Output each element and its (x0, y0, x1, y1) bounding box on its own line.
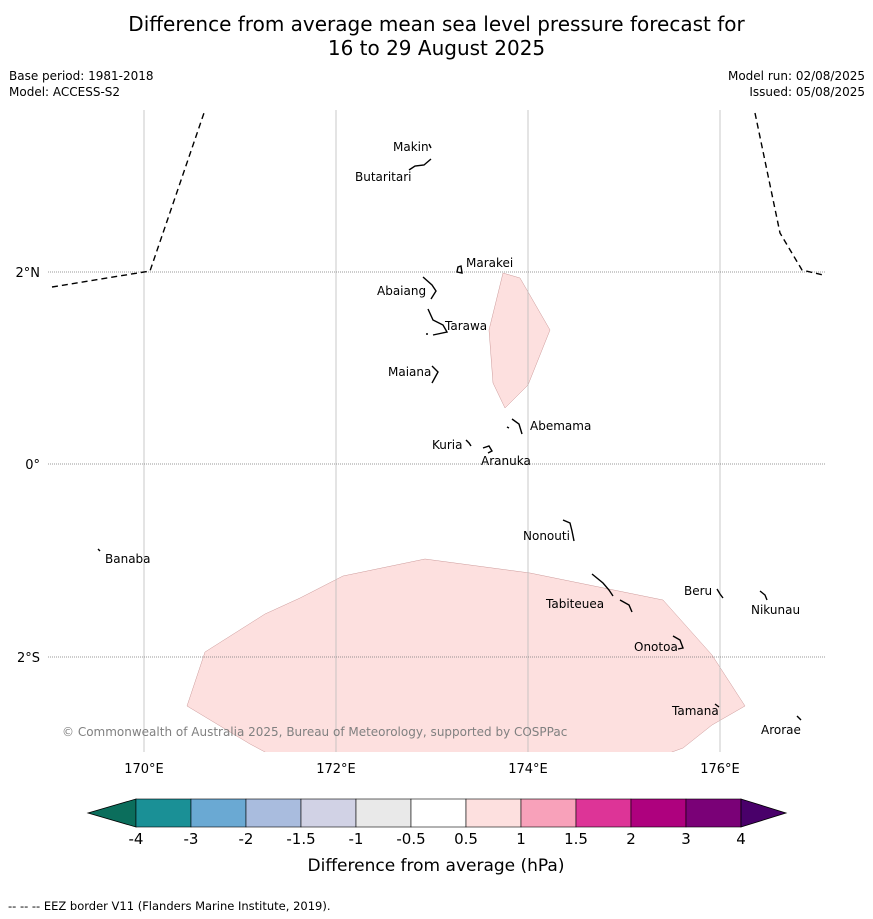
colorbar-segment (520, 798, 577, 828)
island-label-tamana: Tamana (671, 704, 719, 718)
meridian-lines (143, 110, 721, 752)
island-label-maiana: Maiana (388, 365, 431, 379)
island-tarawa-shape (426, 308, 449, 336)
island-abaiang-shape (422, 276, 437, 300)
lat-label-0: 0° (25, 458, 40, 473)
colorbar-segment (410, 798, 467, 828)
island-label-tarawa: Tarawa (444, 319, 487, 333)
island-banaba-shape (97, 548, 101, 552)
island-label-makin: Makin (393, 140, 429, 154)
copyright-notice: © Commonwealth of Australia 2025, Bureau… (62, 725, 567, 739)
issued-date: Issued: 05/08/2025 (749, 85, 865, 99)
lat-label-2n: 2°N (16, 266, 41, 281)
colorbar-tick-label: 0.5 (454, 830, 478, 848)
island-beru-shape (716, 588, 724, 599)
colorbar-tick-label: -3 (184, 830, 199, 848)
island-label-butaritari: Butaritari (355, 170, 412, 184)
colorbar-tick-label: 1 (516, 830, 526, 848)
island-label-arorae: Arorae (761, 723, 801, 737)
title-line-1: Difference from average mean sea level p… (128, 12, 745, 36)
colorbar-segment (575, 798, 632, 828)
colorbar-segment (355, 798, 412, 828)
island-label-kuria: Kuria (432, 438, 463, 452)
island-label-abaiang: Abaiang (377, 284, 426, 298)
meta-left: Base period: 1981-2018 Model: ACCESS-S2 (9, 68, 154, 100)
lon-label-172e: 172°E (316, 762, 356, 777)
title-line-2: 16 to 29 August 2025 (327, 36, 546, 60)
island-label-tabiteuea: Tabiteuea (545, 597, 604, 611)
colorbar-label: Difference from average (hPa) (308, 856, 565, 876)
lon-label-176e: 176°E (700, 762, 740, 777)
island-label-marakei: Marakei (466, 256, 513, 270)
base-period: Base period: 1981-2018 (9, 69, 154, 83)
island-label-onotoa: Onotoa (634, 640, 678, 654)
island-nonouti-shape (562, 519, 575, 542)
eez-border (51, 109, 824, 288)
island-abemama-shape (506, 418, 523, 435)
colorbar-tick-label: 4 (736, 830, 746, 848)
island-label-nonouti: Nonouti (523, 529, 570, 543)
lon-label-174e: 174°E (508, 762, 548, 777)
island-tabiteuea-shape (591, 573, 633, 613)
island-nikunau-shape (759, 590, 768, 601)
colorbar-tick-label: -4 (129, 830, 144, 848)
colorbar: -4 -3 -2 -1.5 -1 -0.5 0.5 1 1.5 2 3 4 (86, 798, 788, 848)
island-kuria-shape (465, 439, 472, 447)
model-name: Model: ACCESS-S2 (9, 85, 121, 99)
island-label-nikunau: Nikunau (751, 603, 800, 617)
parallel-lines (48, 271, 826, 658)
map-title: Difference from average mean sea level p… (0, 12, 873, 60)
island-aranuka-shape (482, 445, 493, 454)
colorbar-segment (300, 798, 357, 828)
island-label-banaba: Banaba (105, 552, 151, 566)
island-label-aranuka: Aranuka (481, 454, 531, 468)
colorbar-tick-label: -1.5 (286, 830, 315, 848)
colorbar-under-arrow (86, 798, 137, 828)
island-makin-shape (428, 143, 432, 149)
colorbar-segment (685, 798, 742, 828)
island-maiana-shape (431, 365, 439, 384)
island-outlines (97, 143, 802, 721)
colorbar-segment (245, 798, 302, 828)
colorbar-tick-label: 1.5 (564, 830, 588, 848)
colorbar-segment (190, 798, 247, 828)
island-marakei-shape (456, 265, 463, 274)
island-label-abemama: Abemama (530, 419, 591, 433)
island-butaritari-shape (408, 158, 432, 171)
colorbar-tick-label: -1 (349, 830, 364, 848)
colorbar-tick-label: 3 (681, 830, 691, 848)
lat-label-2s: 2°S (17, 651, 40, 666)
colorbar-tick-label: -2 (239, 830, 254, 848)
island-label-beru: Beru (684, 584, 712, 598)
eez-footnote: -- -- -- EEZ border V11 (Flanders Marine… (8, 899, 331, 913)
colorbar-tick-label: 2 (626, 830, 636, 848)
island-arorae-shape (796, 715, 802, 721)
colorbar-tick-label: -0.5 (396, 830, 425, 848)
lon-label-170e: 170°E (124, 762, 164, 777)
colorbar-over-arrow (740, 798, 788, 828)
island-onotoa-shape (672, 635, 684, 650)
model-run: Model run: 02/08/2025 (727, 69, 865, 83)
meta-right: Model run: 02/08/2025 Issued: 05/08/2025 (728, 68, 865, 100)
colorbar-segment (630, 798, 687, 828)
colorbar-segment (135, 798, 192, 828)
colorbar-segment (465, 798, 522, 828)
anomaly-area-north (488, 272, 551, 409)
island-tamana-shape (714, 703, 720, 708)
